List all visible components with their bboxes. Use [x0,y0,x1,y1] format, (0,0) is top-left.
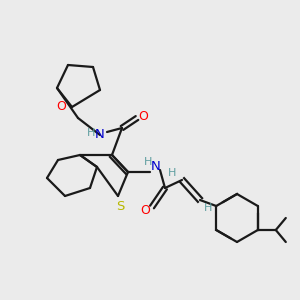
Text: O: O [138,110,148,124]
Text: H: H [204,203,212,213]
Text: N: N [151,160,161,173]
Text: O: O [56,100,66,113]
Text: H: H [168,168,176,178]
Text: N: N [95,128,105,142]
Text: O: O [140,203,150,217]
Text: H: H [87,128,95,138]
Text: H: H [144,157,152,167]
Text: S: S [116,200,124,212]
